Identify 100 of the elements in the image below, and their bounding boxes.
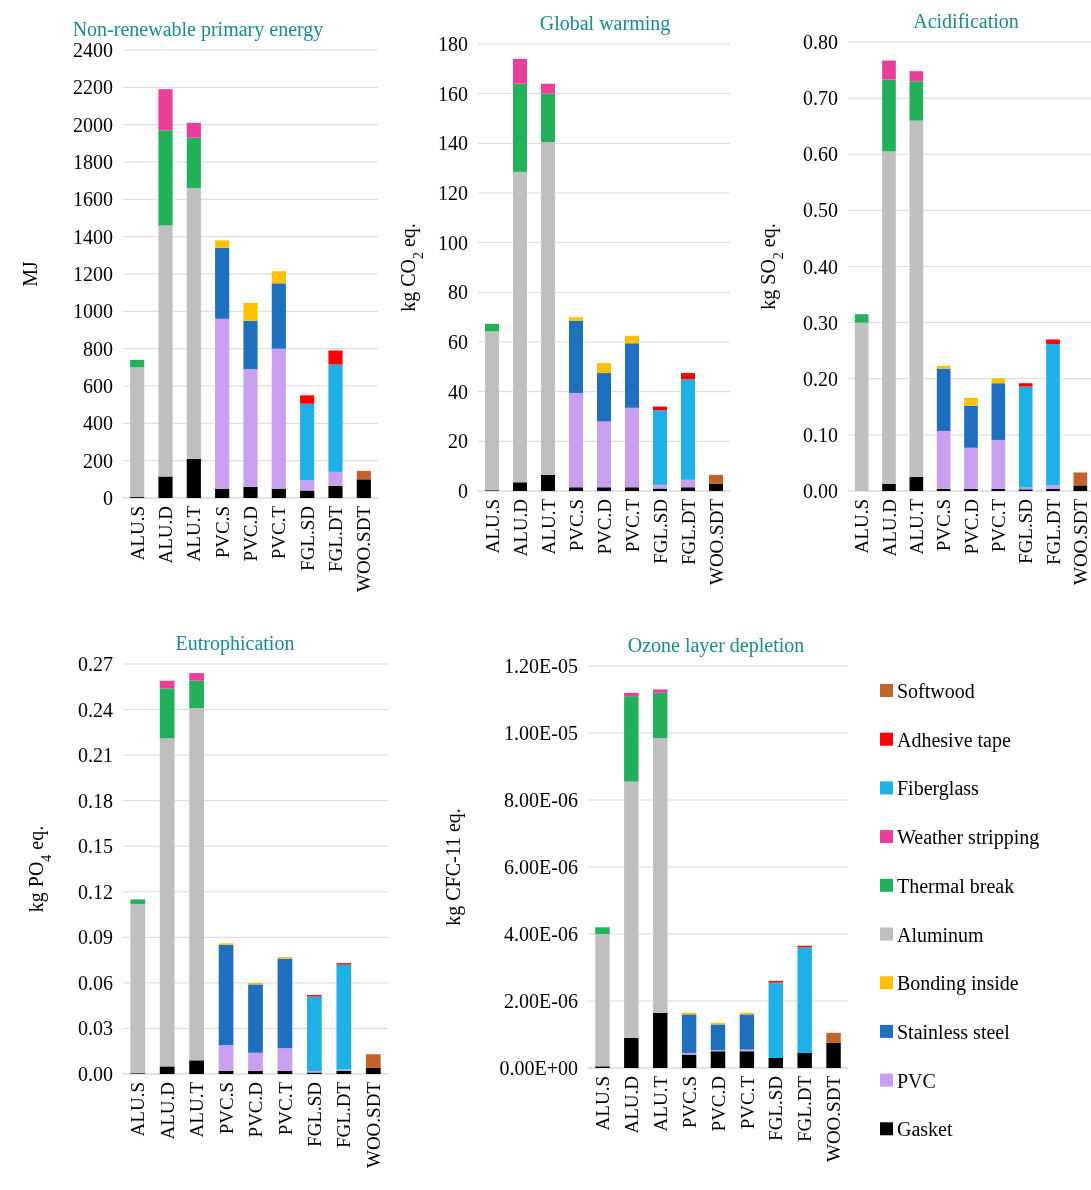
legend-label: Weather stripping (897, 826, 1040, 850)
x-tick-label: ALU.T (183, 505, 205, 562)
y-tick-label: 4.00E-06 (504, 923, 578, 945)
legend-label: Stainless steel (897, 1020, 1011, 1043)
x-tick-label: FGL.SD (296, 506, 318, 571)
y-tick-label: 400 (83, 412, 113, 435)
y-axis-title: kg CFC-11 eq. (442, 808, 465, 926)
y-tick-label: 800 (83, 337, 113, 360)
x-tick-label: ALU.T (649, 1075, 671, 1132)
y-tick-label: 120 (438, 182, 468, 204)
y-tick-label: 0.27 (78, 653, 113, 675)
x-tick-label: PVC.D (707, 1076, 729, 1132)
y-tick-label: 2.00E-06 (504, 990, 578, 1012)
x-tick-label: FGL.SD (304, 1082, 326, 1147)
y-tick-label: 80 (448, 281, 468, 304)
y-tick-label: 0.60 (803, 143, 838, 166)
x-tick-label: FGL.DT (333, 1081, 355, 1148)
y-tick-label: 1600 (73, 188, 113, 211)
x-tick-label: PVC.T (621, 498, 643, 553)
y-tick-label: 0.70 (803, 87, 838, 110)
y-tick-label: 0.24 (78, 698, 113, 721)
y-tick-label: 0.50 (803, 199, 838, 222)
y-tick-label: 40 (448, 380, 468, 403)
x-tick-label: PVC.S (565, 499, 587, 552)
x-tick-label: PVC.D (245, 1082, 267, 1138)
y-tick-label: 160 (438, 82, 468, 105)
x-tick-label: PVC.S (678, 1076, 700, 1129)
y-tick-label: 0 (103, 487, 113, 509)
y-tick-label: 0 (458, 480, 468, 502)
x-tick-label: FGL.SD (1015, 499, 1037, 564)
legend-label: Aluminum (897, 923, 985, 946)
x-tick-label: FGL.SD (649, 499, 671, 564)
y-tick-label: 1400 (73, 225, 113, 248)
y-tick-label: 2200 (73, 76, 113, 99)
x-tick-label: ALU.D (155, 506, 177, 564)
y-tick-label: 60 (448, 331, 468, 353)
y-tick-label: 180 (438, 33, 468, 55)
y-tick-label: 0.40 (803, 255, 838, 278)
y-tick-label: 1800 (73, 151, 113, 173)
y-tick-label: 0.12 (78, 880, 113, 903)
x-tick-label: FGL.DT (794, 1075, 816, 1142)
y-tick-label: 0.00 (803, 480, 838, 502)
y-tick-label: 140 (438, 132, 468, 155)
y-tick-label: 200 (83, 449, 113, 472)
chart-title: Eutrophication (175, 632, 295, 655)
chart-title: Ozone layer depletion (627, 634, 805, 657)
x-tick-label: PVC.T (987, 498, 1009, 553)
y-tick-label: 6.00E-06 (504, 856, 578, 878)
legend-label: Adhesive tape (897, 728, 1011, 752)
x-tick-label: WOO.SDT (823, 1075, 845, 1163)
x-tick-label: WOO.SDT (705, 498, 727, 586)
y-tick-label: 0.18 (78, 789, 113, 812)
legend-label: Fiberglass (897, 777, 980, 801)
y-tick-label: 0.15 (78, 835, 113, 858)
y-tick-label: 0.06 (78, 971, 113, 994)
y-tick-label: 0.80 (803, 31, 838, 53)
y-tick-label: 20 (448, 430, 468, 453)
y-tick-label: 2400 (73, 39, 113, 61)
legend-label: Gasket (897, 1118, 953, 1141)
x-tick-label: PVC.D (240, 506, 262, 562)
y-tick-label: 0.10 (803, 423, 838, 446)
x-tick-label: ALU.S (127, 1082, 149, 1137)
y-tick-label: 0.21 (78, 744, 113, 767)
x-tick-label: ALU.D (509, 499, 531, 557)
x-tick-label: PVC.T (274, 1081, 296, 1136)
y-tick-label: 1200 (73, 263, 113, 285)
y-tick-label: 0.03 (78, 1017, 113, 1040)
legend-label: Softwood (897, 680, 975, 702)
x-tick-label: ALU.S (592, 1076, 614, 1131)
x-tick-label: PVC.T (268, 505, 290, 560)
y-tick-label: 0.30 (803, 311, 838, 334)
legend-label: Thermal break (897, 874, 1015, 897)
y-tick-label: 600 (83, 375, 113, 397)
y-tick-label: 100 (438, 231, 468, 254)
x-tick-label: PVC.D (593, 499, 615, 555)
x-tick-label: ALU.D (878, 499, 900, 557)
x-tick-label: ALU.D (156, 1082, 178, 1140)
chart-title: Global warming (539, 12, 671, 35)
x-tick-label: ALU.T (186, 1081, 208, 1138)
chart-title: Acidification (913, 10, 1019, 32)
y-tick-label: 1.00E-05 (504, 722, 578, 744)
x-tick-label: ALU.T (537, 498, 559, 555)
y-tick-label: 2000 (73, 113, 113, 136)
x-tick-label: ALU.D (620, 1076, 642, 1134)
x-tick-label: FGL.DT (1042, 498, 1064, 565)
x-tick-label: ALU.T (905, 498, 927, 555)
y-tick-label: 8.00E-06 (504, 789, 578, 811)
y-tick-label: 0.00E+00 (499, 1057, 578, 1079)
x-tick-label: FGL.SD (765, 1076, 787, 1141)
legend-label: Bonding inside (897, 972, 1019, 996)
x-tick-label: ALU.S (481, 499, 503, 554)
legend-label: PVC (897, 1069, 936, 1092)
x-tick-label: FGL.DT (677, 498, 699, 565)
y-axis-title: MJ (19, 261, 41, 287)
x-tick-label: PVC.T (736, 1075, 758, 1130)
x-tick-label: PVC.D (960, 499, 982, 555)
x-tick-label: WOO.SDT (1069, 498, 1091, 586)
x-tick-label: ALU.S (126, 506, 148, 561)
y-tick-label: 1000 (73, 300, 113, 323)
x-tick-label: PVC.S (211, 506, 233, 559)
